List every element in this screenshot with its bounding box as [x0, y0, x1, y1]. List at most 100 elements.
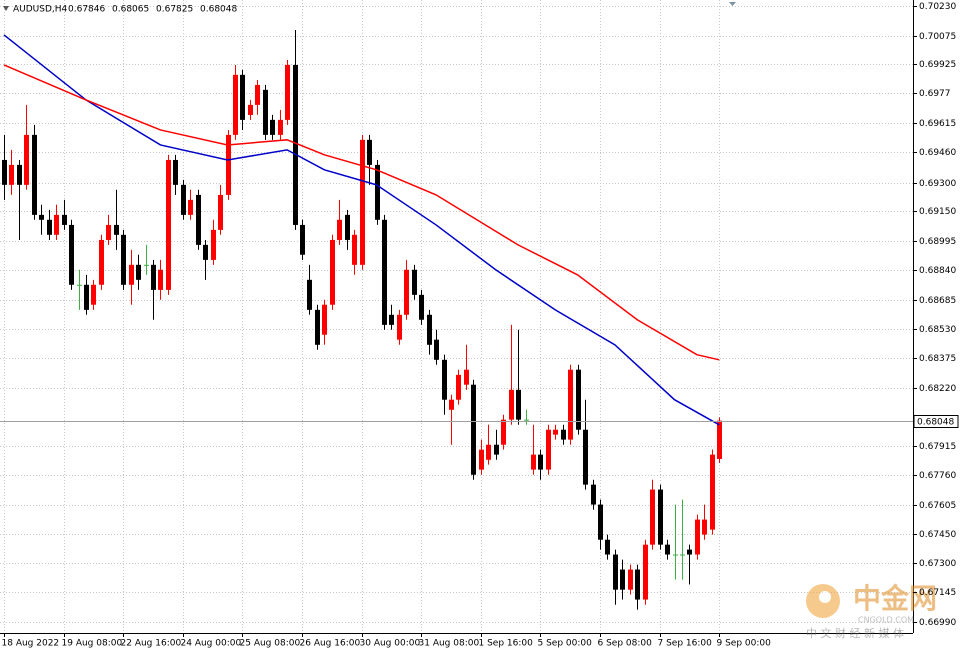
candle-body [702, 519, 707, 535]
candle-body [501, 419, 506, 445]
candle-body [561, 429, 566, 440]
candle-body [531, 454, 536, 470]
y-tick-label: 0.69300 [919, 179, 956, 189]
candle-body [54, 214, 59, 235]
y-tick-label: 0.67300 [919, 559, 956, 569]
logo-site: CNGOLD.COM [858, 616, 914, 625]
x-tick-label: 1 Sep 16:00 [479, 639, 534, 649]
candle-body [144, 264, 149, 266]
candle-body [345, 214, 350, 240]
y-tick-label: 0.69925 [919, 60, 956, 70]
candle-body [658, 489, 663, 545]
candle-body [568, 369, 573, 440]
shift-marker [729, 2, 736, 6]
x-tick-label: 9 Sep 00:00 [717, 639, 772, 649]
candle-body [412, 269, 417, 295]
y-tick-label: 0.68375 [919, 354, 956, 364]
candle-body [471, 384, 476, 475]
last-close: 0.68048 [200, 5, 237, 15]
candle-body [389, 314, 394, 325]
candle-body [479, 449, 484, 470]
candle-body [613, 554, 618, 590]
y-tick-label: 0.66990 [919, 618, 956, 628]
y-tick-label: 0.67450 [919, 530, 956, 540]
candle-body [166, 159, 171, 290]
moving-average [3, 34, 720, 426]
candle-body [84, 284, 89, 310]
candle-body [233, 74, 238, 135]
candle-body [77, 284, 82, 286]
candle-body [456, 374, 461, 400]
y-tick-label: 0.70075 [919, 32, 956, 42]
price-label-box [913, 415, 959, 428]
candle-body [99, 239, 104, 285]
candle-body [643, 544, 648, 600]
candle-body [620, 569, 625, 590]
x-tick-label: 26 Aug 16:00 [300, 639, 361, 649]
candle-body [248, 104, 253, 115]
y-tick-label: 0.69460 [919, 148, 956, 158]
y-tick-label: 0.68685 [919, 296, 956, 306]
candle-body [650, 489, 655, 545]
x-tick-label: 5 Sep 00:00 [538, 639, 593, 649]
y-tick-label: 0.69615 [919, 119, 956, 129]
candle-body [62, 214, 67, 225]
logo-dot [819, 591, 831, 603]
candle-body [17, 164, 22, 185]
logo-name: 中金网 [853, 582, 937, 615]
candle-body [367, 139, 372, 165]
x-tick-label: 31 Aug 08:00 [419, 639, 480, 649]
candle-body [196, 194, 201, 245]
y-tick-label: 0.6977 [919, 89, 951, 99]
last-low: 0.67825 [156, 5, 193, 15]
candle-body [91, 284, 96, 305]
candle-body [218, 194, 223, 230]
candle-body [665, 544, 670, 555]
y-tick-label: 0.67145 [919, 588, 956, 598]
candle-body [583, 429, 588, 485]
candle-body [464, 369, 469, 385]
candle-body [486, 444, 491, 460]
x-tick-label: 19 Aug 08:00 [62, 639, 123, 649]
candle-body [628, 569, 633, 590]
candle-body [211, 229, 216, 260]
candle-body [434, 339, 439, 360]
watermark: 中金网 CNGOLD.COM 中 文 财 经 新 媒 体 [806, 582, 937, 640]
candle-body [181, 184, 186, 215]
candle-body [9, 164, 14, 185]
price-label: 0.68048 [917, 418, 954, 428]
y-tick-label: 0.68530 [919, 325, 956, 335]
candle-body [449, 399, 454, 410]
last-high: 0.68065 [112, 5, 149, 15]
candle-body [285, 64, 290, 120]
candle-body [263, 89, 268, 135]
symbol-icon [3, 6, 9, 11]
candle-body [173, 159, 178, 185]
candle-body [427, 314, 432, 345]
candle-body [442, 359, 447, 400]
y-tick-label: 0.67915 [919, 442, 956, 452]
y-tick-label: 0.67605 [919, 501, 956, 511]
candle-body [278, 119, 283, 135]
candle-body [553, 429, 558, 435]
y-tick-label: 0.67760 [919, 471, 956, 481]
y-tick-label: 0.68840 [919, 266, 956, 276]
candle-body [330, 239, 335, 305]
candle-body [203, 244, 208, 260]
candle-body [687, 549, 692, 555]
candle-body [605, 539, 610, 555]
candle-body [151, 264, 156, 290]
candle-body [576, 369, 581, 430]
marks [0, 30, 913, 610]
y-tick-label: 0.68995 [919, 237, 956, 247]
candle-body [24, 134, 29, 185]
x-tick-label: 24 Aug 00:00 [181, 639, 242, 649]
candle-body [717, 420, 722, 459]
last-open: 0.67846 [68, 5, 105, 15]
y-tick-label: 0.70230 [919, 2, 956, 12]
candle-body [337, 219, 342, 240]
moving-average [3, 64, 720, 361]
candle-body [546, 429, 551, 470]
candle-body [538, 454, 543, 470]
